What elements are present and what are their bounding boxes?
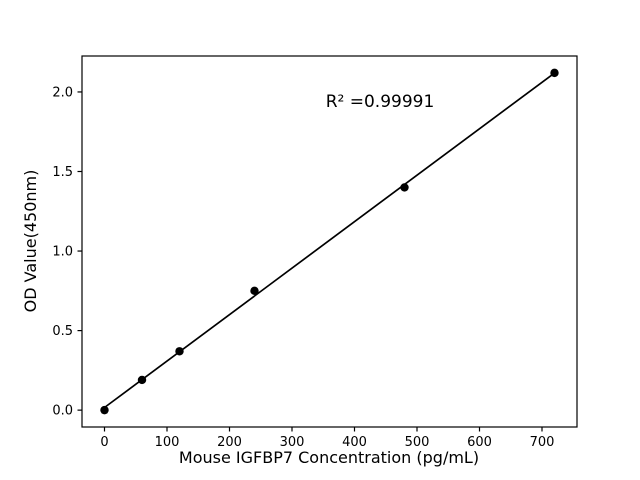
- x-tick-label: 100: [155, 435, 180, 450]
- x-tick-label: 300: [280, 435, 305, 450]
- data-point: [400, 183, 409, 192]
- y-tick-label: 1.5: [52, 165, 73, 180]
- y-tick-label: 2.0: [52, 85, 73, 100]
- y-axis-label: OD Value(450nm): [21, 170, 40, 313]
- data-point: [175, 347, 184, 356]
- data-point: [250, 286, 259, 296]
- data-point: [100, 405, 109, 415]
- x-tick-label: 200: [217, 435, 242, 450]
- y-tick-label: 0.0: [52, 404, 73, 419]
- x-tick-label: 400: [342, 435, 367, 450]
- r-squared-annotation: R² =0.99991: [326, 92, 435, 112]
- x-tick-label: 500: [405, 435, 430, 450]
- y-tick-label: 0.5: [52, 324, 73, 339]
- fit-line: [103, 72, 556, 409]
- data-point: [137, 375, 147, 385]
- x-axis-label: Mouse IGFBP7 Concentration (pg/mL): [179, 448, 479, 467]
- x-tick-label: 600: [467, 435, 492, 450]
- data-point: [550, 68, 559, 78]
- plot-border: [81, 55, 578, 428]
- x-tick-label: 0: [100, 435, 108, 450]
- y-tick-label: 1.0: [52, 245, 73, 260]
- x-tick-label: 700: [530, 435, 555, 450]
